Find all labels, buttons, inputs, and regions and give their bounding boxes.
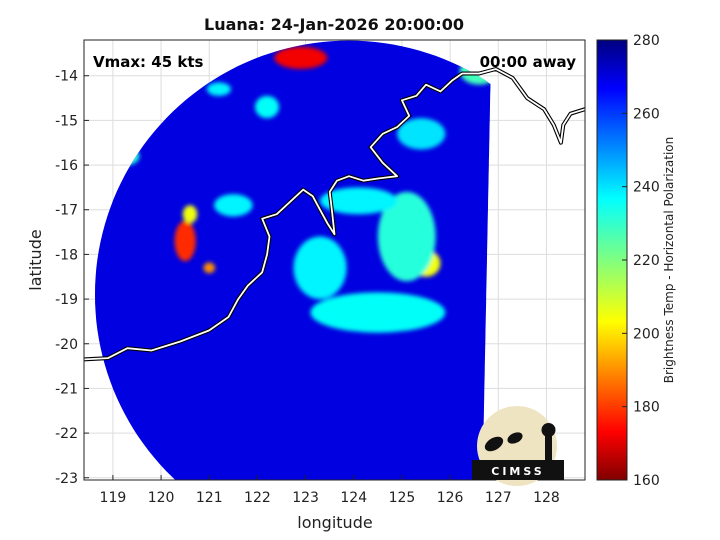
x-tick-label: 119 bbox=[100, 490, 127, 506]
logo-tower-top bbox=[541, 423, 556, 437]
logo-building bbox=[472, 460, 564, 480]
coastline bbox=[84, 68, 585, 361]
chart-title: Luana: 24-Jan-2026 20:00:00 bbox=[204, 15, 464, 34]
y-tick-label: -19 bbox=[55, 292, 78, 308]
x-axis: 119 120 121 122 123 124 125 126 127 128 bbox=[100, 475, 560, 506]
colorbar-tick-label: 260 bbox=[633, 106, 660, 122]
y-tick-label: -18 bbox=[55, 247, 78, 263]
y-tick-label: -15 bbox=[55, 113, 78, 129]
brightness-feature bbox=[206, 82, 231, 96]
colorbar-tick-label: 180 bbox=[633, 400, 660, 416]
brightness-feature bbox=[397, 118, 446, 150]
cimss-logo: CIMSS bbox=[472, 406, 564, 486]
x-tick-label: 120 bbox=[148, 490, 175, 506]
brightness-feature bbox=[174, 220, 196, 262]
x-tick-label: 121 bbox=[196, 490, 223, 506]
x-tick-label: 124 bbox=[340, 490, 367, 506]
brightness-feature bbox=[255, 95, 280, 119]
x-tick-label: 122 bbox=[244, 490, 271, 506]
logo-text: CIMSS bbox=[491, 465, 544, 478]
colorbar-tick-label: 240 bbox=[633, 180, 660, 196]
brightness-feature bbox=[214, 194, 253, 217]
x-tick-label: 125 bbox=[389, 490, 416, 506]
logo-dish-right bbox=[507, 432, 523, 444]
colorbar-ticks: 160 180 200 220 240 260 280 bbox=[622, 33, 660, 489]
colorbar-tick-label: 160 bbox=[633, 473, 660, 489]
x-tick-label: 128 bbox=[533, 490, 560, 506]
x-tick-label: 126 bbox=[437, 490, 464, 506]
brightness-feature bbox=[203, 262, 216, 274]
y-tick-label: -14 bbox=[55, 69, 78, 85]
y-tick-label: -20 bbox=[55, 337, 78, 353]
colorbar-label: Brightness Temp - Horizontal Polarizatio… bbox=[662, 137, 676, 384]
brightness-feature bbox=[310, 292, 446, 333]
brightness-feature bbox=[274, 46, 328, 70]
y-axis-label: latitude bbox=[26, 229, 45, 290]
colorbar-tick-label: 280 bbox=[633, 33, 660, 49]
brightness-feature bbox=[320, 187, 398, 215]
y-tick-label: -17 bbox=[55, 203, 78, 219]
plot-frame bbox=[83, 39, 586, 481]
colorbar-tick-label: 220 bbox=[633, 253, 660, 269]
brightness-feature bbox=[293, 236, 347, 300]
logo-dish-left bbox=[484, 436, 504, 452]
y-tick-label: -21 bbox=[55, 381, 78, 397]
y-axis: -14 -15 -16 -17 -18 -19 -20 -21 -22 -23 bbox=[55, 69, 89, 487]
time-away-annotation: 00:00 away bbox=[480, 53, 577, 71]
brightness-feature bbox=[377, 191, 436, 282]
x-tick-label: 127 bbox=[485, 490, 512, 506]
y-tick-label: -16 bbox=[55, 158, 78, 174]
colorbar-tick-label: 200 bbox=[633, 326, 660, 342]
y-tick-label: -22 bbox=[55, 426, 78, 442]
vmax-annotation: Vmax: 45 kts bbox=[93, 53, 203, 71]
x-tick-label: 123 bbox=[292, 490, 319, 506]
x-axis-label: longitude bbox=[297, 513, 372, 532]
y-tick-label: -23 bbox=[55, 471, 78, 487]
logo-tower bbox=[545, 432, 552, 462]
brightness-feature bbox=[182, 205, 198, 224]
